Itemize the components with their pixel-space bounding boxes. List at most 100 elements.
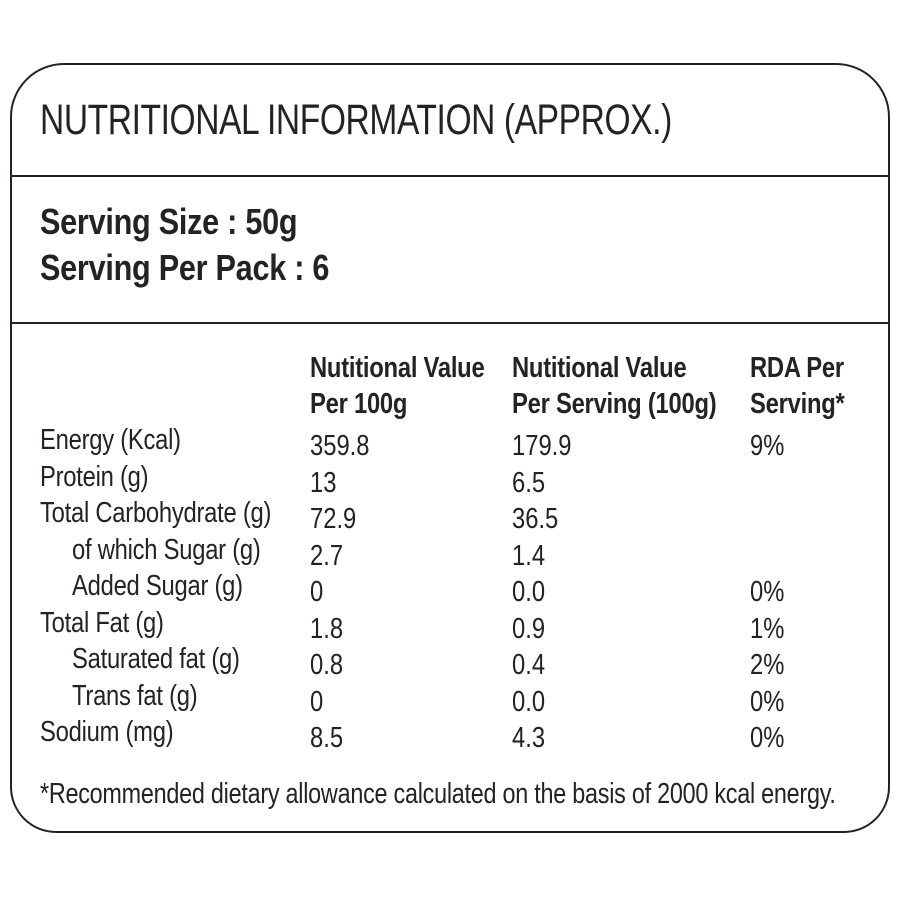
serving-size-text: Serving Size : 50g	[40, 201, 298, 242]
rda-value-cell: 0%	[750, 678, 882, 718]
rda-value: 9%	[750, 430, 785, 462]
rda-value: 1%	[750, 612, 785, 645]
table-row: Protein (g) 13 6.5	[40, 459, 882, 499]
nutrient-label: Sodium (mg)	[40, 716, 174, 748]
value-per-100g: 13	[310, 466, 337, 499]
nutrient-label: Protein (g)	[40, 460, 149, 493]
rda-value: 2%	[750, 649, 785, 681]
serving-per-pack-text: Serving Per Pack : 6	[40, 247, 330, 288]
rda-value-cell: 9%	[750, 422, 882, 462]
value-per-100g-cell: 359.8	[310, 422, 512, 462]
nutrient-label-cell: Saturated fat (g)	[40, 641, 310, 678]
header-per-100g-line2: Per 100g	[310, 388, 408, 420]
rda-value: 0%	[750, 722, 785, 754]
table-row: Total Fat (g) 1.8 0.9 1%	[40, 605, 882, 645]
nutrient-label-cell: of which Sugar (g)	[40, 532, 310, 569]
rda-value-cell: 0%	[750, 568, 882, 608]
header-per-100g-line1: Nutitional Value	[310, 352, 485, 384]
value-per-100g: 0	[310, 685, 324, 718]
value-per-serving-cell: 0.0	[512, 678, 750, 718]
value-per-100g-cell: 13	[310, 459, 512, 499]
header-per-100g: Nutitional Value Per 100g	[310, 350, 512, 422]
rda-value-cell: 0%	[750, 714, 882, 754]
nutrient-label: Total Carbohydrate (g)	[40, 497, 272, 529]
value-per-100g: 0.8	[310, 649, 344, 681]
footnote: *Recommended dietary allowance calculate…	[40, 776, 882, 812]
value-per-serving: 0.0	[512, 576, 546, 608]
value-per-100g: 8.5	[310, 722, 344, 754]
value-per-100g-cell: 2.7	[310, 532, 512, 572]
table-row: Added Sugar (g) 0 0.0 0%	[40, 568, 882, 608]
value-per-serving: 0.9	[512, 612, 546, 645]
value-per-100g-cell: 8.5	[310, 714, 512, 754]
table-header-row: Nutitional Value Per 100g Nutitional Val…	[40, 350, 882, 422]
value-per-100g-cell: 1.8	[310, 605, 512, 645]
table-row: Trans fat (g) 0 0.0 0%	[40, 678, 882, 718]
nutrient-label: Total Fat (g)	[40, 606, 164, 639]
header-rda: RDA Per Serving*	[750, 350, 882, 422]
nutrient-label: Added Sugar (g)	[72, 570, 243, 602]
value-per-serving-cell: 0.4	[512, 641, 750, 681]
rda-value-cell	[750, 532, 882, 569]
table-row: Saturated fat (g) 0.8 0.4 2%	[40, 641, 882, 681]
rda-value-cell	[750, 495, 882, 532]
value-per-serving-cell: 0.9	[512, 605, 750, 645]
nutrition-table-section: Nutitional Value Per 100g Nutitional Val…	[12, 324, 888, 812]
value-per-100g: 2.7	[310, 539, 344, 572]
value-per-serving-cell: 0.0	[512, 568, 750, 608]
page-title: NUTRITIONAL INFORMATION (APPROX.)	[40, 96, 672, 144]
title-section: NUTRITIONAL INFORMATION (APPROX.)	[12, 65, 888, 177]
header-per-serving-line1: Nutitional Value	[512, 352, 687, 384]
header-rda-line1: RDA Per	[750, 352, 844, 384]
value-per-serving-cell: 6.5	[512, 459, 750, 499]
value-per-100g: 359.8	[310, 430, 370, 462]
value-per-serving: 179.9	[512, 430, 572, 462]
value-per-serving: 4.3	[512, 722, 546, 754]
value-per-serving-cell: 179.9	[512, 422, 750, 462]
header-per-serving: Nutitional Value Per Serving (100g)	[512, 350, 750, 422]
value-per-serving: 36.5	[512, 503, 559, 535]
header-rda-line2: Serving*	[750, 388, 845, 420]
serving-size-line: Serving Size : 50g	[40, 199, 888, 245]
value-per-serving-cell: 36.5	[512, 495, 750, 535]
serving-per-pack-line: Serving Per Pack : 6	[40, 245, 888, 291]
nutrient-label: Saturated fat (g)	[72, 643, 240, 675]
value-per-serving-cell: 4.3	[512, 714, 750, 754]
value-per-100g-cell: 0	[310, 568, 512, 608]
nutrient-label-cell: Total Carbohydrate (g)	[40, 495, 310, 532]
footnote-text: *Recommended dietary allowance calculate…	[40, 777, 836, 810]
header-per-serving-line2: Per Serving (100g)	[512, 388, 717, 420]
nutrient-label-cell: Energy (Kcal)	[40, 422, 310, 459]
serving-section: Serving Size : 50g Serving Per Pack : 6	[12, 177, 888, 324]
nutrient-label-cell: Sodium (mg)	[40, 714, 310, 751]
nutrient-label-cell: Total Fat (g)	[40, 605, 310, 642]
rda-value: 0%	[750, 576, 785, 608]
table-row: Total Carbohydrate (g) 72.9 36.5	[40, 495, 882, 535]
value-per-100g: 72.9	[310, 503, 357, 535]
value-per-100g-cell: 0.8	[310, 641, 512, 681]
value-per-serving: 1.4	[512, 539, 546, 572]
nutrient-label: of which Sugar (g)	[72, 533, 261, 566]
value-per-serving-cell: 1.4	[512, 532, 750, 572]
rda-value: 0%	[750, 685, 785, 718]
nutrient-label: Energy (Kcal)	[40, 424, 181, 456]
table-row: Energy (Kcal) 359.8 179.9 9%	[40, 422, 882, 462]
nutrient-label-cell: Trans fat (g)	[40, 678, 310, 715]
nutrition-label-box: NUTRITIONAL INFORMATION (APPROX.) Servin…	[10, 63, 890, 833]
value-per-100g-cell: 0	[310, 678, 512, 718]
table-row: of which Sugar (g) 2.7 1.4	[40, 532, 882, 572]
value-per-100g-cell: 72.9	[310, 495, 512, 535]
nutrient-label-cell: Protein (g)	[40, 459, 310, 496]
value-per-100g: 1.8	[310, 612, 344, 645]
table-row: Sodium (mg) 8.5 4.3 0%	[40, 714, 882, 754]
nutrient-label: Trans fat (g)	[72, 679, 198, 712]
value-per-serving: 0.0	[512, 685, 546, 718]
value-per-serving: 6.5	[512, 466, 546, 499]
value-per-100g: 0	[310, 576, 324, 608]
rda-value-cell: 2%	[750, 641, 882, 681]
nutrient-label-cell: Added Sugar (g)	[40, 568, 310, 605]
value-per-serving: 0.4	[512, 649, 546, 681]
rda-value-cell: 1%	[750, 605, 882, 645]
table-body: Energy (Kcal) 359.8 179.9 9% Protein (g)	[40, 422, 882, 754]
